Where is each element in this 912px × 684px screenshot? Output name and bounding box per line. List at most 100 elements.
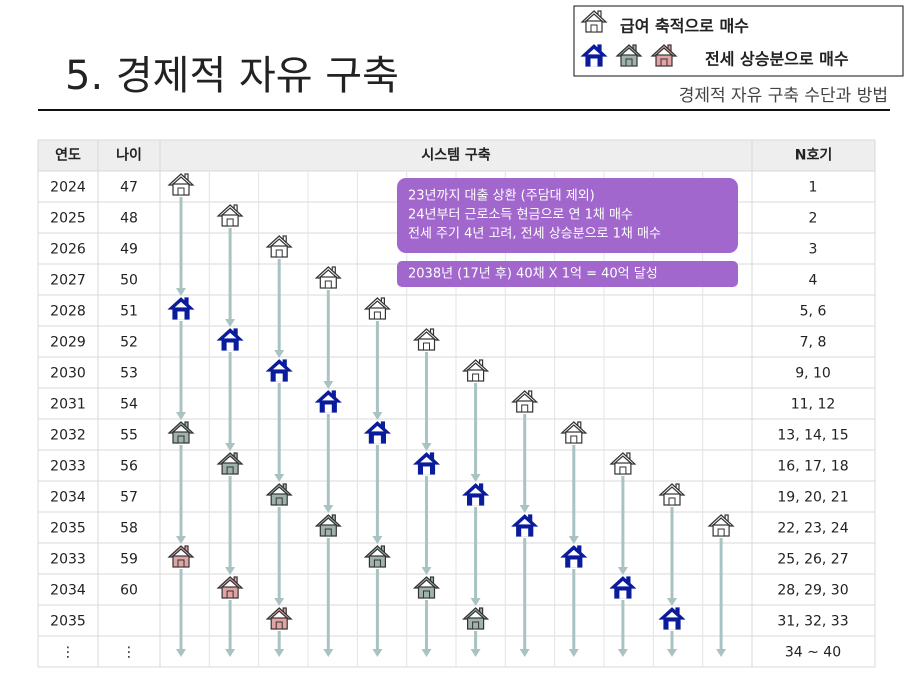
door — [324, 528, 332, 537]
house-icon — [167, 545, 195, 568]
door — [472, 621, 480, 630]
house-icon — [363, 297, 391, 320]
arrow-head — [470, 474, 481, 482]
arrow-head — [372, 649, 383, 657]
arrow-head — [323, 505, 334, 513]
cell: 16, 17, 18 — [777, 459, 848, 475]
roof — [707, 514, 735, 527]
house-icon — [216, 452, 244, 475]
cell: ⋮ — [61, 645, 75, 661]
door — [226, 466, 234, 475]
roof — [609, 576, 637, 589]
arrow-head — [372, 536, 383, 544]
cell: 11, 12 — [791, 397, 836, 413]
roof — [265, 483, 293, 496]
door — [472, 497, 480, 506]
roof — [167, 545, 195, 558]
door — [660, 58, 668, 67]
house-icon — [560, 421, 588, 444]
roof — [265, 235, 293, 248]
note-line: 전세 주기 4년 고려, 전세 상승분으로 1채 매수 — [408, 227, 661, 242]
cell: 2035 — [50, 521, 86, 537]
arrow-head — [568, 649, 579, 657]
roof — [560, 421, 588, 434]
house-icon — [462, 483, 490, 506]
roof — [658, 607, 686, 620]
door — [226, 590, 234, 599]
house-icon — [216, 576, 244, 599]
arrow-head — [421, 649, 432, 657]
door — [521, 404, 529, 413]
header-cell: 연도 — [55, 148, 81, 164]
arrow-head — [274, 649, 285, 657]
note-line: 23년까지 대출 상환 (주담대 제외) — [408, 189, 595, 204]
cell: 2035 — [50, 614, 86, 630]
house-icon — [412, 452, 441, 475]
cell: 56 — [120, 459, 138, 475]
arrow-head — [323, 381, 334, 389]
cell: 51 — [120, 304, 138, 320]
arrow-head — [274, 598, 285, 606]
cell: ⋮ — [122, 645, 136, 661]
arrow-head — [667, 649, 677, 657]
arrow-head — [519, 505, 530, 513]
roof — [265, 359, 293, 372]
roof — [314, 514, 342, 527]
house-icon — [412, 576, 441, 599]
roof — [167, 421, 195, 434]
cell: 2033 — [50, 459, 86, 475]
house-icon — [216, 328, 244, 351]
house-icon — [609, 576, 637, 599]
house-icon — [580, 44, 608, 67]
house-icon — [609, 452, 637, 475]
house-icon — [511, 390, 539, 413]
roof — [265, 607, 293, 620]
cell: 3 — [809, 242, 818, 258]
cell: 59 — [120, 552, 138, 568]
roof — [314, 390, 342, 403]
cell: 28, 29, 30 — [777, 583, 848, 599]
house-icon — [167, 173, 195, 196]
door — [373, 311, 381, 320]
cell: 19, 20, 21 — [777, 490, 848, 506]
house-icon — [265, 359, 293, 382]
cell: 2029 — [50, 335, 86, 351]
arrow-head — [421, 443, 432, 451]
arrow-head — [470, 649, 481, 657]
door — [275, 621, 283, 630]
house-icon — [314, 266, 342, 289]
cell: 58 — [120, 521, 138, 537]
arrow-head — [617, 649, 628, 657]
cell: 31, 32, 33 — [777, 614, 848, 630]
door — [373, 435, 381, 444]
roof — [363, 421, 391, 434]
arrow-head — [176, 412, 186, 420]
roof — [216, 452, 244, 465]
roof — [412, 328, 441, 341]
header-cell: 나이 — [116, 147, 142, 164]
door — [521, 528, 529, 537]
cell: 25, 26, 27 — [777, 552, 848, 568]
cell: 2024 — [50, 180, 86, 196]
door — [177, 435, 185, 444]
door — [275, 373, 283, 382]
arrow-head — [667, 598, 677, 606]
roof — [216, 204, 244, 217]
door — [177, 311, 185, 320]
cell: 47 — [120, 180, 138, 196]
house-icon — [265, 607, 293, 630]
cell: 53 — [120, 366, 138, 382]
cell: 55 — [120, 428, 138, 444]
cell: 49 — [120, 242, 138, 258]
door — [570, 559, 578, 568]
arrow-head — [225, 443, 236, 451]
house-icon — [363, 545, 391, 568]
roof — [580, 44, 608, 57]
cell: 2034 — [50, 490, 86, 506]
house-icon — [412, 328, 441, 351]
roof — [615, 44, 643, 57]
legend-label: 전세 상승분으로 매수 — [705, 50, 849, 69]
arrow-head — [519, 649, 530, 657]
arrow-head — [716, 649, 727, 657]
